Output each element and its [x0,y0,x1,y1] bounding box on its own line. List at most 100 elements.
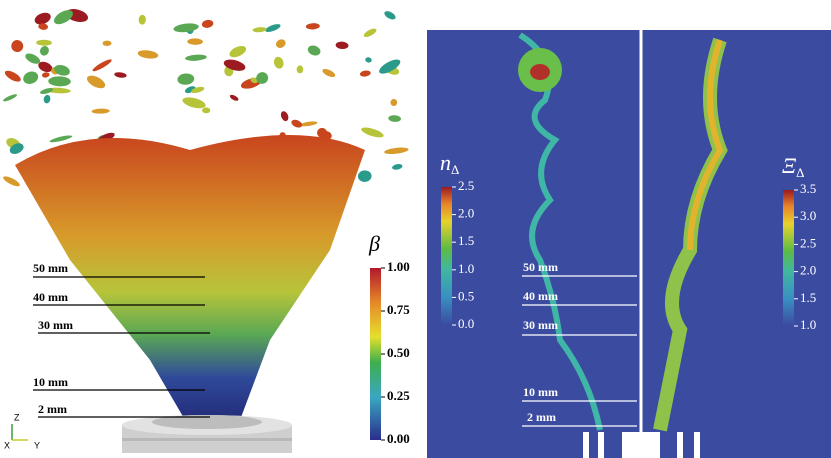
spray-blob [49,135,73,143]
burner [122,415,292,453]
colorbar-tick-label: 0.0 [458,316,474,331]
spray-blob [38,23,48,30]
axis-label: Y [34,440,40,450]
colorbar: nΔ2.5 2.0 1.5 1.0 0.5 0.0 [440,150,474,331]
colorbar-tick-label: 0.5 [458,288,474,303]
spray-blob [305,23,320,30]
spray-blob [137,50,159,59]
spray-blob [291,119,303,128]
spray-blob [317,127,328,138]
height-label: 40 mm [33,290,68,304]
colorbar-tick-label: 0.50 [387,345,410,360]
height-label: 2 mm [38,402,67,416]
spray-blob [92,59,112,72]
spray-blob [307,45,321,56]
spray-blob [357,170,372,182]
spray-blob [25,53,41,64]
spray-blob [384,11,396,20]
spray-blob [280,111,289,122]
spray-blob [39,46,49,56]
spray-blob [191,86,205,93]
height-label: 2 mm [527,410,556,424]
colorbar-title: β [368,231,380,256]
title-symbol: n [440,150,451,175]
spray-blob [48,76,71,87]
spray-blob [40,88,54,94]
spray-blob [87,75,106,89]
spray-blob [187,38,203,45]
title-subscript: Δ [796,165,804,180]
spray-blob [54,64,70,76]
colorbar-tick-label: 1.5 [458,233,474,248]
spray-blob [300,121,318,127]
height-markers: 50 mm 40 mm 30 mm 10 mm 2 mm [33,261,210,418]
burner-outline [583,432,700,458]
colorbar-title: ΞΔ [782,153,804,180]
spray-blob [363,28,377,38]
colorbar-tick-label: 1.5 [800,290,816,305]
spray-blob [9,143,24,154]
height-label: 50 mm [523,260,558,274]
spray-blob [3,176,20,187]
axis-triad: Z X Y [4,412,40,450]
spray-blob [390,98,398,107]
colorbar-tick-label: 2.5 [800,235,816,250]
spray-blob [379,59,401,74]
height-label: 10 mm [33,375,68,389]
axis-label: Z [14,412,20,422]
spray-blob [365,57,372,63]
spray-blob [256,72,269,84]
height-label: 10 mm [523,385,558,399]
spray-blob [38,61,53,73]
spray-blob [252,27,267,33]
colorbar-title: nΔ [440,150,459,177]
spray-blob [359,70,371,77]
colorbar-scale [441,187,452,325]
colorbar-tick-label: 2.0 [800,263,816,278]
spray-blob [43,94,51,104]
colorbar-scale [370,268,381,440]
spray-blob [11,40,24,53]
colorbar: ΞΔ3.5 3.0 2.5 2.0 1.5 1.0 [782,153,816,332]
spray-blob [173,23,199,33]
spray-blob [275,39,286,48]
colorbar-tick-label: 3.5 [800,181,816,196]
spray-blob [229,46,247,58]
left-panel: Z X Y 50 mm 40 mm 30 mm 10 mm 2 mm β 1.00 0.75 0.… [3,9,410,453]
spray-blob [384,147,409,155]
spray-blob [296,65,304,74]
spray-blob [91,108,110,114]
colorbar-tick-label: 0.00 [387,431,410,446]
title-subscript: Δ [451,162,459,177]
height-label: 40 mm [523,289,558,303]
colorbar: β 1.00 0.75 0.50 0.25 0.00 [368,231,410,446]
spray-blob [392,164,403,170]
height-label: 50 mm [33,261,68,275]
flame-blob [530,64,550,80]
spray-blob [335,41,349,50]
spray-blob [250,77,258,84]
spray-blob [273,56,284,69]
spray-blob [3,94,18,102]
spray-blob [229,94,239,101]
colorbar-scale [783,190,794,326]
height-label: 30 mm [523,318,558,332]
colorbar-tick-label: 0.75 [387,302,410,317]
colorbar-tick-label: 2.0 [458,206,474,221]
title-symbol: Ξ [782,153,796,178]
spray-blob [53,10,73,25]
spray-blob [185,54,207,61]
spray-blob [34,12,51,25]
spray-blob [102,40,112,46]
background [427,30,831,458]
colorbar-tick-label: 1.00 [387,259,410,274]
turbulent-structures [3,9,409,188]
colorbar-tick-label: 1.0 [458,261,474,276]
spray-blob [361,127,384,138]
spray-blob [36,39,52,46]
colorbar-tick-label: 0.25 [387,388,410,403]
spray-blob [138,14,146,25]
spray-blob [23,71,39,84]
